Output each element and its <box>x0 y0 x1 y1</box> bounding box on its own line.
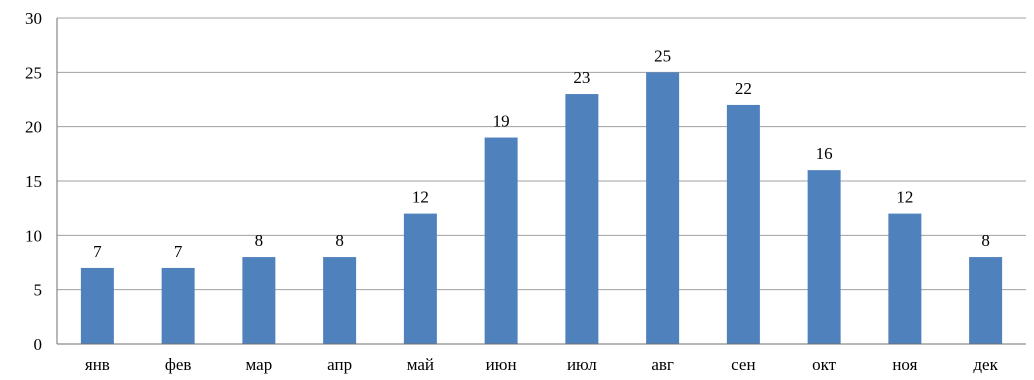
data-label: 12 <box>412 188 429 207</box>
x-tick-label: дек <box>973 355 998 374</box>
data-label: 8 <box>255 231 264 250</box>
x-tick-label: янв <box>85 355 110 374</box>
x-tick-label: июн <box>486 355 517 374</box>
x-tick-label: май <box>407 355 434 374</box>
y-tick-label: 20 <box>25 118 42 137</box>
gridlines <box>57 17 1026 291</box>
x-tick-label: сен <box>731 355 755 374</box>
data-labels: 7 7 8 8 12 19 23 25 22 16 12 8 <box>93 46 990 261</box>
y-axis-ticks: 0 5 10 15 20 25 30 <box>25 9 42 354</box>
data-label: 16 <box>816 144 833 163</box>
bar <box>888 213 922 344</box>
data-label: 7 <box>93 242 102 261</box>
x-tick-label: авг <box>651 355 674 374</box>
bar <box>565 94 599 344</box>
data-label: 22 <box>735 79 752 98</box>
data-label: 25 <box>654 46 671 65</box>
x-tick-label: мар <box>246 355 273 374</box>
y-tick-label: 25 <box>25 63 42 82</box>
x-tick-label: июл <box>567 355 597 374</box>
bar <box>80 267 114 344</box>
y-tick-label: 10 <box>25 226 42 245</box>
bars <box>80 72 1003 344</box>
data-label: 8 <box>335 231 344 250</box>
bar <box>969 257 1003 344</box>
data-label: 8 <box>981 231 990 250</box>
bar <box>646 72 680 344</box>
bar <box>807 170 841 344</box>
data-label: 23 <box>573 68 590 87</box>
x-tick-label: окт <box>812 355 837 374</box>
bar <box>242 257 276 344</box>
bar <box>726 104 760 344</box>
x-tick-label: фев <box>165 355 192 374</box>
bar <box>403 213 437 344</box>
y-tick-label: 0 <box>34 335 43 354</box>
y-tick-label: 30 <box>25 9 42 28</box>
data-label: 7 <box>174 242 183 261</box>
bar <box>484 137 518 344</box>
x-tick-label: апр <box>327 355 352 374</box>
y-tick-label: 15 <box>25 172 42 191</box>
x-tick-label: ноя <box>892 355 917 374</box>
data-label: 19 <box>493 112 510 131</box>
y-tick-label: 5 <box>34 281 43 300</box>
bar <box>161 267 195 344</box>
bar <box>323 257 357 344</box>
data-label: 12 <box>896 188 913 207</box>
x-axis-categories: янв фев мар апр май июн июл авг сен окт ноя дек <box>85 355 999 374</box>
